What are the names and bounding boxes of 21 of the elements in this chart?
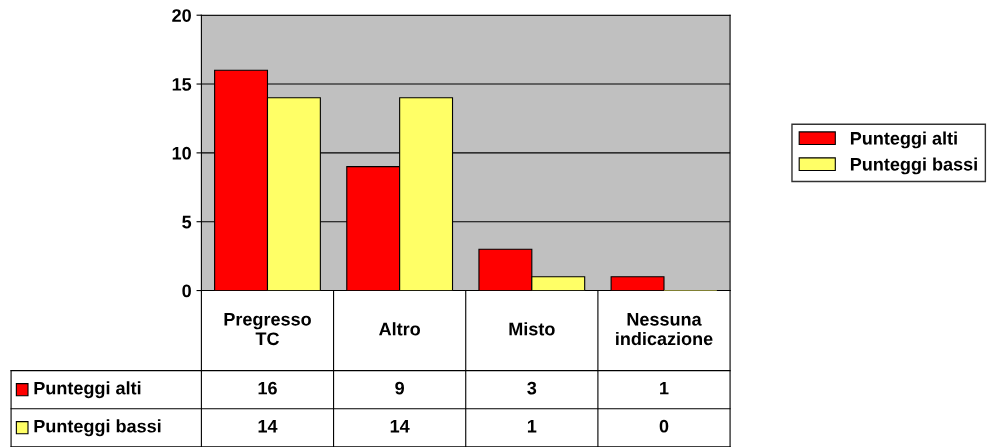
x-tick-label: Nessuna indicazione (616, 313, 713, 346)
data-label: 16 (258, 381, 277, 395)
data-label: 0 (659, 419, 669, 433)
y-tick-label: 5 (182, 215, 192, 229)
data-label: 9 (395, 381, 404, 395)
legend-label: Punteggi alti (34, 381, 141, 399)
text: Punteggi alti (850, 131, 957, 149)
x-tick-label: Pregresso TC (224, 313, 311, 346)
data-label: 1 (660, 381, 669, 395)
y-tick-label: 0 (182, 284, 191, 298)
data-label: 14 (390, 419, 410, 433)
text: Punteggi bassi (34, 419, 161, 437)
x-tick-label: Misto (509, 322, 555, 336)
data-label: 1 (527, 419, 537, 433)
data-label: 14 (258, 419, 278, 433)
y-tick-label: 10 (172, 146, 191, 160)
y-tick-label: 15 (172, 78, 192, 91)
legend-label: Punteggi bassi (850, 157, 977, 175)
x-tick-label: Altro (379, 322, 421, 336)
data-label: 3 (527, 381, 537, 395)
y-tick-label: 20 (172, 9, 191, 22)
